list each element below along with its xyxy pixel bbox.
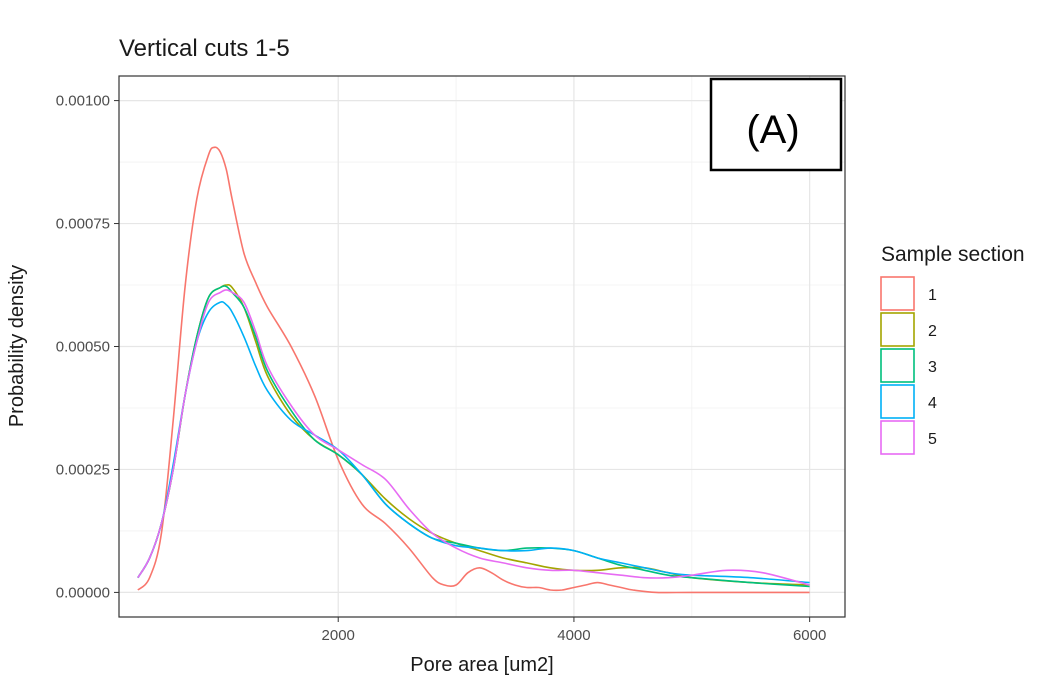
- y-tick-label: 0.00100: [56, 93, 110, 110]
- legend-key-1: [880, 276, 915, 311]
- x-tick-label: 6000: [793, 627, 826, 644]
- y-axis: 0.00000 0.00025 0.00050 0.00075 0.00100: [56, 93, 119, 601]
- x-tick-label: 2000: [322, 627, 355, 644]
- series-line-1: [137, 146, 810, 594]
- y-tick-label: 0.00000: [56, 584, 110, 601]
- legend-key-3: [880, 348, 915, 383]
- series-line-5: [137, 289, 810, 586]
- series-lines: [137, 146, 810, 594]
- legend-title: Sample section: [881, 243, 1025, 266]
- chart-title: Vertical cuts 1-5: [119, 35, 290, 62]
- x-tick-label: 4000: [557, 627, 590, 644]
- legend-label-5: 5: [928, 431, 937, 448]
- y-tick-label: 0.00050: [56, 339, 110, 356]
- y-tick-label: 0.00075: [56, 216, 110, 233]
- legend-key-2: [880, 312, 915, 347]
- panel-label-box: (A): [709, 77, 843, 172]
- legend-label-3: 3: [928, 359, 937, 376]
- legend-label-1: 1: [928, 287, 937, 304]
- legend-key-4: [880, 384, 915, 419]
- y-tick-label: 0.00025: [56, 461, 110, 478]
- legend-label-2: 2: [928, 323, 937, 340]
- legend-key-5: [880, 420, 915, 455]
- y-axis-title: Probability density: [6, 265, 28, 427]
- legend-label-4: 4: [928, 395, 937, 412]
- x-axis: 2000 4000 6000: [322, 617, 826, 644]
- x-axis-title: Pore area [um2]: [410, 654, 553, 676]
- panel-label: (A): [746, 108, 799, 152]
- legend: Sample section 1 2 3 4 5: [880, 243, 1025, 455]
